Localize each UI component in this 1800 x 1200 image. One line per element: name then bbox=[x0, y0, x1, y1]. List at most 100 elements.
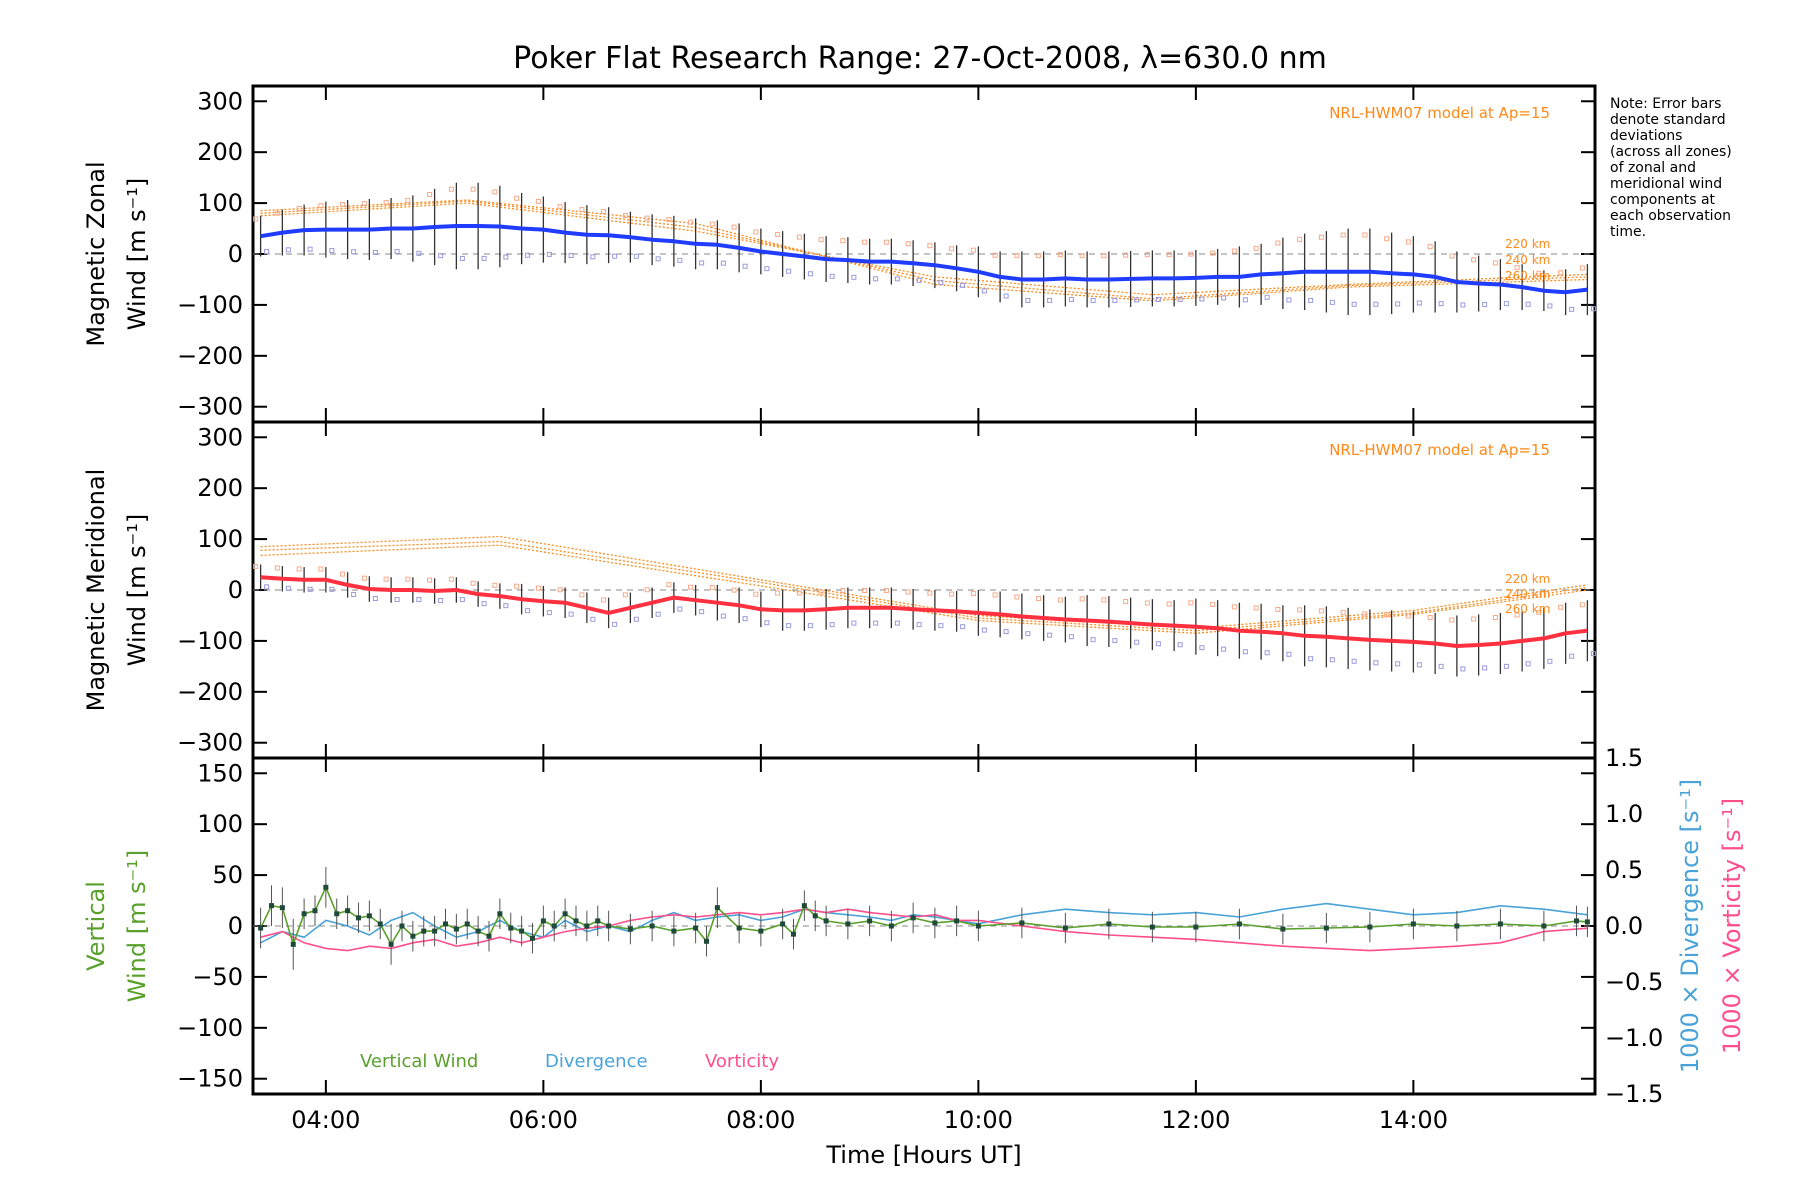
meridional-sample-marker bbox=[1460, 666, 1466, 672]
meridional-sample-marker bbox=[938, 623, 944, 629]
meridional-sample-marker bbox=[622, 592, 628, 598]
vertical-wind-point bbox=[1541, 923, 1547, 929]
zonal-sample-marker bbox=[383, 200, 389, 206]
vertical-wind-point bbox=[1193, 924, 1199, 930]
meridional-sample-marker bbox=[916, 622, 922, 628]
zonal-sample-marker bbox=[1482, 302, 1488, 308]
zonal-sample-marker bbox=[1471, 257, 1477, 263]
vertical-wind-point bbox=[1236, 921, 1242, 927]
meridional-panel: 300 200 100 0 −100 −200 −300 Magnetic Meridion… bbox=[82, 420, 1597, 760]
zonal-sample-marker bbox=[938, 279, 944, 285]
zonal-sample-marker bbox=[1579, 265, 1585, 271]
meridional-sample-marker bbox=[1155, 641, 1161, 647]
zonal-sample-marker bbox=[764, 266, 770, 272]
vertical-wind-point bbox=[758, 928, 764, 934]
meridional-sample-marker bbox=[688, 584, 694, 590]
zonal-sample-marker bbox=[1057, 252, 1063, 258]
y2tick-label: −0.5 bbox=[1605, 968, 1663, 996]
zonal-sample-marker bbox=[427, 192, 433, 198]
zonal-sample-marker bbox=[1177, 296, 1183, 302]
zonal-sample-marker bbox=[601, 208, 607, 214]
zonal-sample-marker bbox=[1427, 244, 1433, 250]
meridional-sample-marker bbox=[1068, 634, 1074, 640]
vertical-wind-point bbox=[812, 913, 818, 919]
vertical-wind-point bbox=[790, 931, 796, 937]
zonal-sample-marker bbox=[1308, 297, 1314, 303]
zonal-sample-marker bbox=[1231, 248, 1237, 254]
vertical-wind-point bbox=[910, 915, 916, 921]
meridional-sample-marker bbox=[1144, 600, 1150, 606]
meridional-sample-marker bbox=[285, 585, 291, 591]
vertical-wind-point bbox=[780, 921, 786, 927]
vertical-wind-point bbox=[584, 923, 590, 929]
vertical-wind-point bbox=[529, 935, 535, 941]
zonal-sample-marker bbox=[470, 186, 476, 192]
zonal-sample-marker bbox=[1144, 252, 1150, 258]
vertical-wind-point bbox=[366, 913, 372, 919]
meridional-sample-marker bbox=[525, 608, 531, 614]
meridional-sample-marker bbox=[361, 575, 367, 581]
meridional-sample-marker bbox=[731, 587, 737, 593]
vertical-wind-point bbox=[932, 920, 938, 926]
meridional-sample-marker bbox=[383, 576, 389, 582]
meridional-sample-marker bbox=[590, 616, 596, 622]
vertical-ytick-label: −100 bbox=[177, 1014, 243, 1042]
meridional-sample-marker bbox=[264, 584, 270, 590]
zonal-sample-marker bbox=[329, 248, 335, 254]
meridional-sample-marker bbox=[481, 601, 487, 607]
vertical-wind-point bbox=[334, 911, 340, 917]
figure-title: Poker Flat Research Range: 27-Oct-2008, … bbox=[513, 41, 1327, 76]
meridional-sample-marker bbox=[438, 598, 444, 604]
meridional-ytick-label: −200 bbox=[177, 678, 243, 706]
meridional-sample-marker bbox=[1395, 661, 1401, 667]
vertical-ytick-label: 50 bbox=[212, 861, 243, 889]
zonal-sample-marker bbox=[720, 260, 726, 266]
zonal-sample-marker bbox=[535, 198, 541, 204]
zonal-sample-marker bbox=[405, 197, 411, 203]
meridional-sample-marker bbox=[1482, 665, 1488, 671]
vertical-wind-point bbox=[954, 918, 960, 924]
vertical-wind-point bbox=[1497, 921, 1503, 927]
meridional-sample-marker bbox=[1329, 657, 1335, 663]
zonal-sample-marker bbox=[546, 251, 552, 257]
zonal-sample-marker bbox=[318, 203, 324, 209]
zonal-sample-marker bbox=[1395, 301, 1401, 307]
zonal-sample-marker bbox=[448, 186, 454, 192]
zonal-model-alt-220: 220 km bbox=[1505, 237, 1550, 251]
meridional-sample-marker bbox=[1362, 611, 1368, 617]
zonal-ylabel-line1: Magnetic Zonal bbox=[82, 161, 110, 346]
zonal-sample-marker bbox=[1253, 245, 1259, 251]
meridional-sample-marker bbox=[492, 582, 498, 588]
vertical-wind-point bbox=[258, 925, 264, 931]
meridional-sample-marker bbox=[1112, 638, 1118, 644]
y2tick-label: −1.0 bbox=[1605, 1024, 1663, 1052]
zonal-sample-marker bbox=[1558, 270, 1564, 276]
vertical-wind-point bbox=[442, 921, 448, 927]
meridional-sample-marker bbox=[862, 588, 868, 594]
xtick-label: 10:00 bbox=[944, 1106, 1013, 1134]
vertical-wind-point bbox=[671, 928, 677, 934]
zonal-sample-marker bbox=[525, 252, 531, 258]
zonal-sample-marker bbox=[894, 276, 900, 282]
vertical-ytick-label: 150 bbox=[197, 759, 243, 787]
legend-divergence: Divergence bbox=[545, 1051, 648, 1072]
zonal-mean-wind-line bbox=[260, 224, 1588, 295]
meridional-sample-marker bbox=[1275, 606, 1281, 612]
xtick-label: 08:00 bbox=[726, 1106, 795, 1134]
vertical-ylabel-line1: Vertical bbox=[82, 881, 110, 971]
vertical-wind-point bbox=[519, 928, 525, 934]
meridional-sample-marker bbox=[1253, 605, 1259, 611]
zonal-sample-marker bbox=[709, 221, 715, 227]
zonal-sample-marker bbox=[1047, 297, 1053, 303]
meridional-ytick-label: 100 bbox=[197, 525, 243, 553]
meridional-sample-marker bbox=[514, 583, 520, 589]
meridional-sample-marker bbox=[1177, 642, 1183, 648]
meridional-sample-marker bbox=[1079, 596, 1085, 602]
zonal-sample-marker bbox=[612, 253, 618, 259]
meridional-sample-marker bbox=[579, 592, 585, 598]
vertical-wind-point bbox=[649, 923, 655, 929]
zonal-sample-marker bbox=[590, 254, 596, 260]
zonal-sample-marker bbox=[1003, 293, 1009, 299]
meridional-ytick-label: 200 bbox=[197, 474, 243, 502]
meridional-sample-marker bbox=[1318, 608, 1324, 614]
